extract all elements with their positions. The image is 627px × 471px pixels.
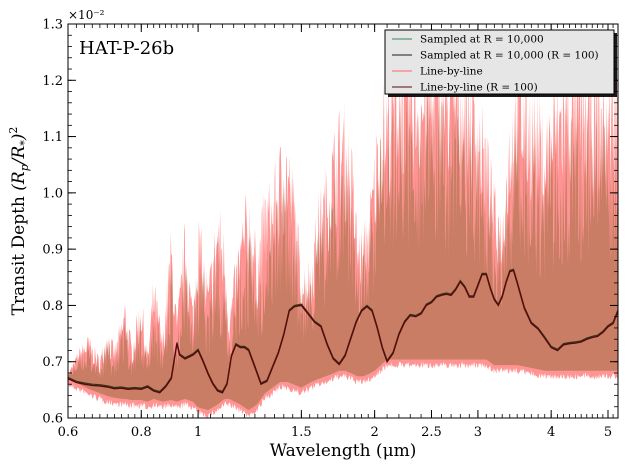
legend: Sampled at R = 10,000 Sampled at R = 10,0… — [384, 29, 617, 97]
x-tick-label: 1.5 — [291, 425, 312, 440]
x-tick-label: 2.5 — [421, 425, 442, 440]
legend-label: Line-by-line (R = 100) — [420, 82, 538, 94]
axis-ticks: 0.6 0.8 1 1.5 2 2.5 3 4 5 0.6 0.7 0.8 0.9 1.0 1.1 1.2 1.… — [42, 18, 619, 440]
legend-label: Sampled at R = 10,000 (R = 100) — [420, 50, 599, 62]
y-tick-label: 1.3 — [42, 18, 63, 33]
y-tick-label: 0.7 — [42, 355, 63, 370]
y-tick-label: 1.1 — [42, 130, 63, 145]
x-tick-label: 2 — [370, 425, 378, 440]
x-axis-title: Wavelength (μm) — [270, 441, 417, 461]
x-tick-label: 5 — [604, 425, 612, 440]
y-axis-title: Transit Depth (Rp/R*)2 — [7, 127, 31, 316]
x-tick-label: 3 — [474, 425, 482, 440]
planet-label: HAT-P-26b — [79, 38, 174, 59]
x-tick-label: 0.6 — [58, 425, 79, 440]
x-tick-label: 0.8 — [131, 425, 152, 440]
x-tick-label: 1 — [194, 425, 202, 440]
y-tick-label: 1.0 — [42, 186, 63, 201]
series-line-by-line-r100 — [68, 269, 618, 394]
y-tick-label: 0.9 — [42, 243, 63, 258]
y-tick-label: 0.6 — [42, 412, 63, 427]
plot-frame — [67, 23, 619, 419]
y-offset-label: ×10⁻² — [68, 8, 105, 22]
series-sampled-r10000 — [68, 94, 618, 411]
legend-label: Line-by-line — [420, 66, 483, 78]
legend-label: Sampled at R = 10,000 — [420, 34, 544, 46]
plot-content — [68, 36, 618, 418]
y-tick-label: 0.8 — [42, 299, 63, 314]
y-tick-label: 1.2 — [42, 74, 63, 89]
x-tick-label: 4 — [547, 425, 555, 440]
